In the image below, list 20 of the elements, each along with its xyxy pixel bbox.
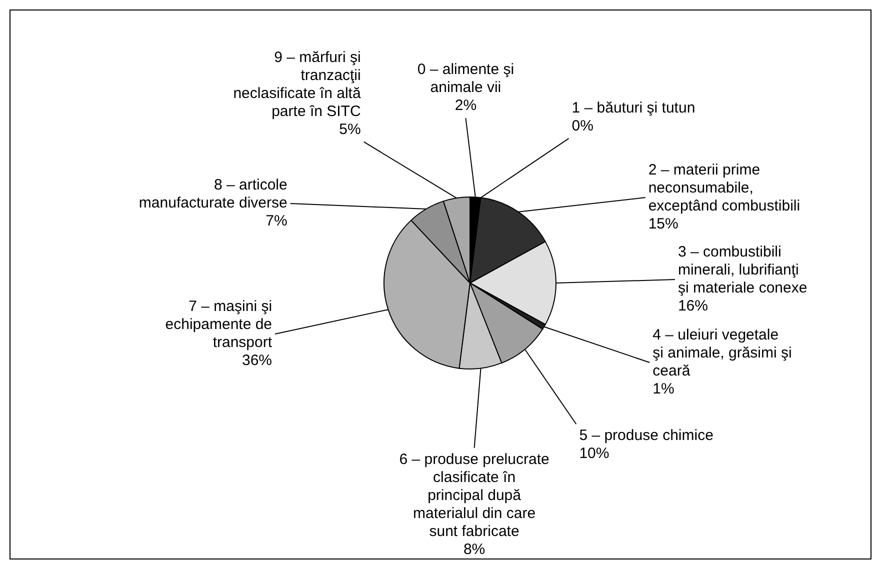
slice-label: 2 – materii prime neconsumabile, exceptând combustibili (648, 161, 800, 214)
data-label: 15% (648, 215, 678, 232)
data-label: 36% (242, 352, 272, 369)
data-label: 1% (652, 380, 674, 398)
data-label: 16% (678, 298, 708, 315)
data-label: 8% (463, 540, 486, 558)
data-label: 7% (266, 212, 288, 230)
category-label: 1 – băuturi şi tutun (572, 99, 696, 116)
slice-label: 9 – mărfuri şi tranzacţii neclasificate în altă parte în SITC (233, 48, 362, 120)
slice-label: 3 – combustibili minerali, lubrifianţi şi materiale conexe (678, 244, 808, 297)
data-label: 10% (579, 445, 610, 462)
slice-label: 4 – uleiuri vegetale şi animale, grăsimi şi ceară (652, 326, 792, 380)
data-label: 5% (339, 120, 361, 138)
slice-label: 5 – produse chimice (579, 427, 714, 444)
slice-label: 6 – produse prelucrate clasificate în principal după materialul din care sunt fabricate (399, 450, 550, 540)
slice-label: 0 – alimente şi animale vii (417, 61, 514, 96)
slice-label: 7 – maşini şi echipamente de transport (165, 298, 273, 351)
data-label: 2% (454, 97, 477, 114)
slice-label: 8 – articole manufacturate diverse (138, 176, 288, 212)
text: 0% (572, 117, 594, 134)
